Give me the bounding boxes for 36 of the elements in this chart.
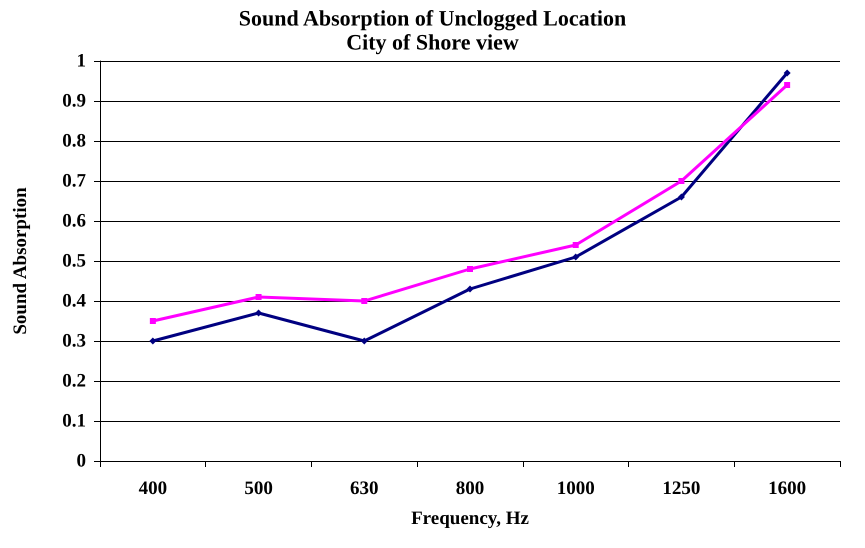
x-tick-label: 630 [350, 478, 379, 499]
point [466, 286, 474, 292]
y-tick-label: 0 [76, 450, 86, 472]
point [572, 242, 579, 248]
x-tick-label: 1600 [768, 478, 806, 499]
point [467, 266, 473, 272]
chart-title: Sound Absorption of Unclogged Location [238, 6, 626, 30]
y-tick-label: 0.1 [62, 410, 86, 432]
point [678, 178, 684, 184]
y-tick-label: 0.4 [62, 290, 86, 312]
point [360, 338, 368, 344]
point [256, 294, 262, 300]
x-tick-label: 800 [456, 478, 484, 499]
point [784, 82, 790, 88]
point [572, 254, 580, 260]
x-tick-label: 1000 [556, 478, 595, 499]
x-axis-title: Frequency, Hz [411, 508, 530, 529]
y-tick-label: 0.7 [62, 170, 86, 192]
y-tick-label: 0.3 [62, 330, 86, 352]
y-tick-label: 0.6 [62, 210, 86, 232]
point [150, 318, 156, 324]
point [361, 298, 368, 304]
y-tick-label: 0.2 [62, 370, 86, 392]
point [678, 194, 685, 200]
chart-subtitle: City of Shore view [346, 30, 519, 54]
point [255, 310, 262, 316]
x-tick-label: 500 [244, 478, 273, 499]
y-tick-label: 0.9 [62, 90, 86, 112]
y-tick-label: 0.8 [62, 130, 86, 152]
y-tick-label: 0.5 [62, 250, 86, 272]
x-tick-label: 1250 [662, 478, 700, 499]
point [149, 338, 156, 344]
point [784, 70, 791, 76]
y-axis-title: Sound Absorption [10, 186, 31, 335]
y-tick-label: 1 [76, 50, 86, 72]
x-tick-label: 400 [138, 478, 168, 499]
